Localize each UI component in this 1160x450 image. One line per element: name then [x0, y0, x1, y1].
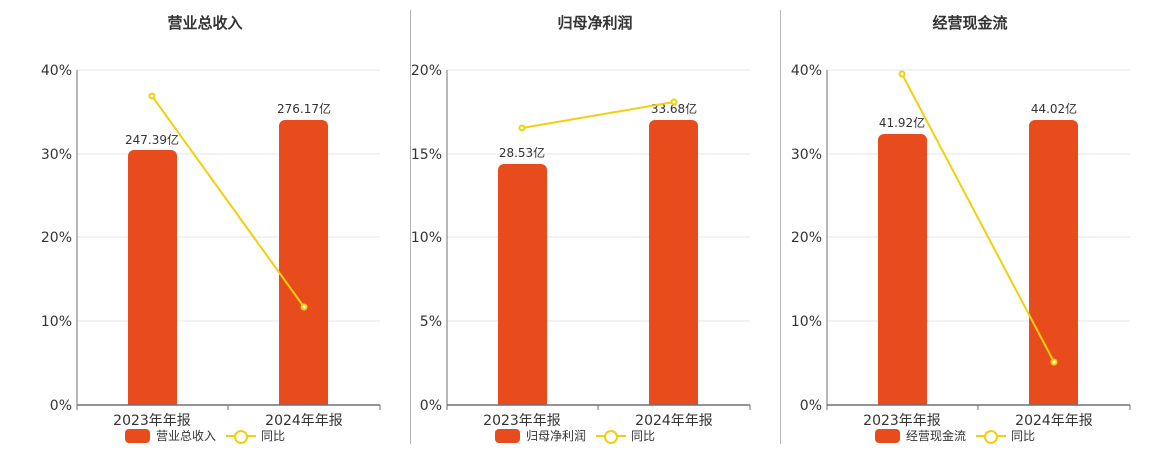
legend-line-label[interactable]: 同比 — [631, 429, 656, 443]
legend: 营业总收入 同比 — [0, 427, 410, 444]
gridlines — [77, 69, 380, 322]
chart-plot: 20% 15% 10% 5% 0% 28.53亿 33.68亿 2023年年报 … — [411, 63, 751, 429]
svg-text:15%: 15% — [411, 147, 442, 163]
chart-title: 营业总收入 — [167, 14, 243, 32]
chart-title: 经营现金流 — [932, 14, 1008, 32]
legend: 经营现金流 同比 — [750, 427, 1160, 444]
svg-text:10%: 10% — [411, 230, 442, 246]
bar-2024 — [279, 120, 328, 405]
divider — [780, 10, 781, 444]
svg-text:41.92亿: 41.92亿 — [879, 115, 925, 130]
svg-text:2024年年报: 2024年年报 — [1015, 413, 1093, 429]
bar-2024 — [1029, 120, 1078, 405]
chart-title: 归母净利润 — [557, 14, 633, 32]
legend-bar-swatch[interactable] — [874, 428, 900, 443]
svg-text:20%: 20% — [41, 230, 72, 246]
legend-line-label[interactable]: 同比 — [261, 429, 286, 443]
svg-text:44.02亿: 44.02亿 — [1031, 101, 1077, 116]
svg-text:2024年年报: 2024年年报 — [635, 413, 713, 429]
yoy-line — [901, 73, 1055, 363]
legend-line-icon[interactable] — [226, 429, 256, 444]
legend-bar-label[interactable]: 归母净利润 — [525, 429, 586, 443]
svg-text:0%: 0% — [800, 398, 822, 414]
legend-bar-swatch[interactable] — [124, 428, 150, 443]
svg-text:28.53亿: 28.53亿 — [499, 145, 545, 160]
svg-text:10%: 10% — [41, 314, 72, 330]
svg-text:20%: 20% — [411, 63, 442, 79]
legend-bar-label[interactable]: 营业总收入 — [155, 429, 216, 443]
svg-text:2024年年报: 2024年年报 — [265, 413, 343, 429]
svg-text:10%: 10% — [791, 314, 822, 330]
svg-text:5%: 5% — [420, 314, 442, 330]
chart-plot: 40% 30% 20% 10% 0% 41.92亿 44.02亿 2023年年报… — [791, 63, 1131, 429]
svg-text:2023年年报: 2023年年报 — [863, 413, 941, 429]
bar-labels: 247.39亿 276.17亿 — [125, 101, 331, 147]
svg-text:2023年年报: 2023年年报 — [483, 413, 561, 429]
svg-text:276.17亿: 276.17亿 — [277, 101, 331, 116]
x-axis-labels: 2023年年报 2024年年报 — [113, 413, 343, 429]
svg-text:30%: 30% — [41, 147, 72, 163]
svg-text:20%: 20% — [791, 230, 822, 246]
svg-text:247.39亿: 247.39亿 — [125, 132, 179, 147]
bar-2023 — [128, 150, 177, 405]
yoy-line — [521, 101, 675, 129]
legend-bar-swatch[interactable] — [494, 428, 520, 443]
svg-text:2023年年报: 2023年年报 — [113, 413, 191, 429]
y-axis-ticks: 40% 30% 20% 10% 0% — [41, 63, 72, 414]
svg-text:40%: 40% — [791, 63, 822, 79]
legend-bar-label[interactable]: 经营现金流 — [905, 429, 966, 443]
yoy-line — [151, 95, 305, 308]
legend-line-label[interactable]: 同比 — [1011, 429, 1036, 443]
svg-text:0%: 0% — [50, 398, 72, 414]
svg-text:0%: 0% — [420, 398, 442, 414]
svg-text:30%: 30% — [791, 147, 822, 163]
chart-panel-revenue: 营业总收入 40% 30% 20% 10% 0% 247.39亿 276.17亿… — [0, 0, 410, 450]
bar-2023 — [878, 134, 927, 405]
chart-panel-net-profit: 归母净利润 20% 15% 10% 5% 0% 28.53亿 33.68亿 20… — [370, 0, 780, 450]
legend-line-icon[interactable] — [596, 429, 626, 444]
bar-2024 — [649, 120, 698, 405]
chart-plot: 40% 30% 20% 10% 0% 247.39亿 276.17亿 2023年… — [41, 63, 381, 429]
divider — [410, 10, 411, 444]
chart-panel-operating-cash-flow: 经营现金流 40% 30% 20% 10% 0% 41.92亿 44.02亿 2… — [750, 0, 1160, 450]
bar-2023 — [498, 164, 547, 405]
legend: 归母净利润 同比 — [370, 427, 780, 444]
legend-line-icon[interactable] — [976, 429, 1006, 444]
svg-text:40%: 40% — [41, 63, 72, 79]
